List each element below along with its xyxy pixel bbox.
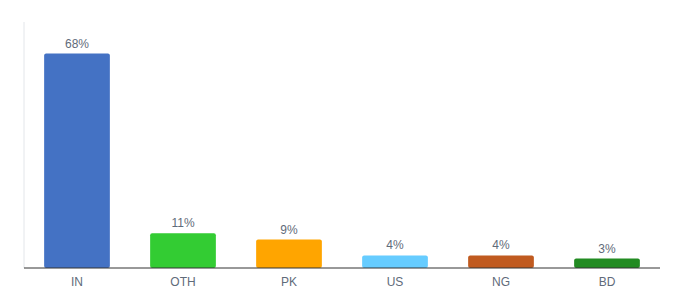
x-tick-label: PK [281,275,297,289]
data-label: 4% [386,238,404,252]
data-label: 68% [65,37,89,51]
bar [44,54,110,268]
data-labels: 68% 11% 9% 4% 4% 3% [65,37,616,256]
data-label: 9% [280,223,298,237]
x-tick-label: BD [599,275,616,289]
bar [574,259,640,268]
bar [150,233,216,268]
data-label: 11% [171,216,194,230]
bars [44,54,640,268]
x-tick-label: US [387,275,404,289]
x-axis: IN OTH PK US NG BD [71,275,616,289]
bar [468,255,534,268]
x-tick-label: OTH [170,275,195,289]
bar [362,255,428,268]
data-label: 3% [598,242,616,256]
chart: 68% 11% 9% 4% 4% 3% IN OTH PK US NG BD [0,0,680,300]
x-axis-line [24,268,660,269]
chart-container: 68% 11% 9% 4% 4% 3% IN OTH PK US NG BD [0,0,680,300]
x-tick-label: IN [71,275,83,289]
x-tick-label: NG [492,275,510,289]
y-axis-line [24,22,25,268]
data-label: 4% [492,238,510,252]
bar [256,240,322,268]
